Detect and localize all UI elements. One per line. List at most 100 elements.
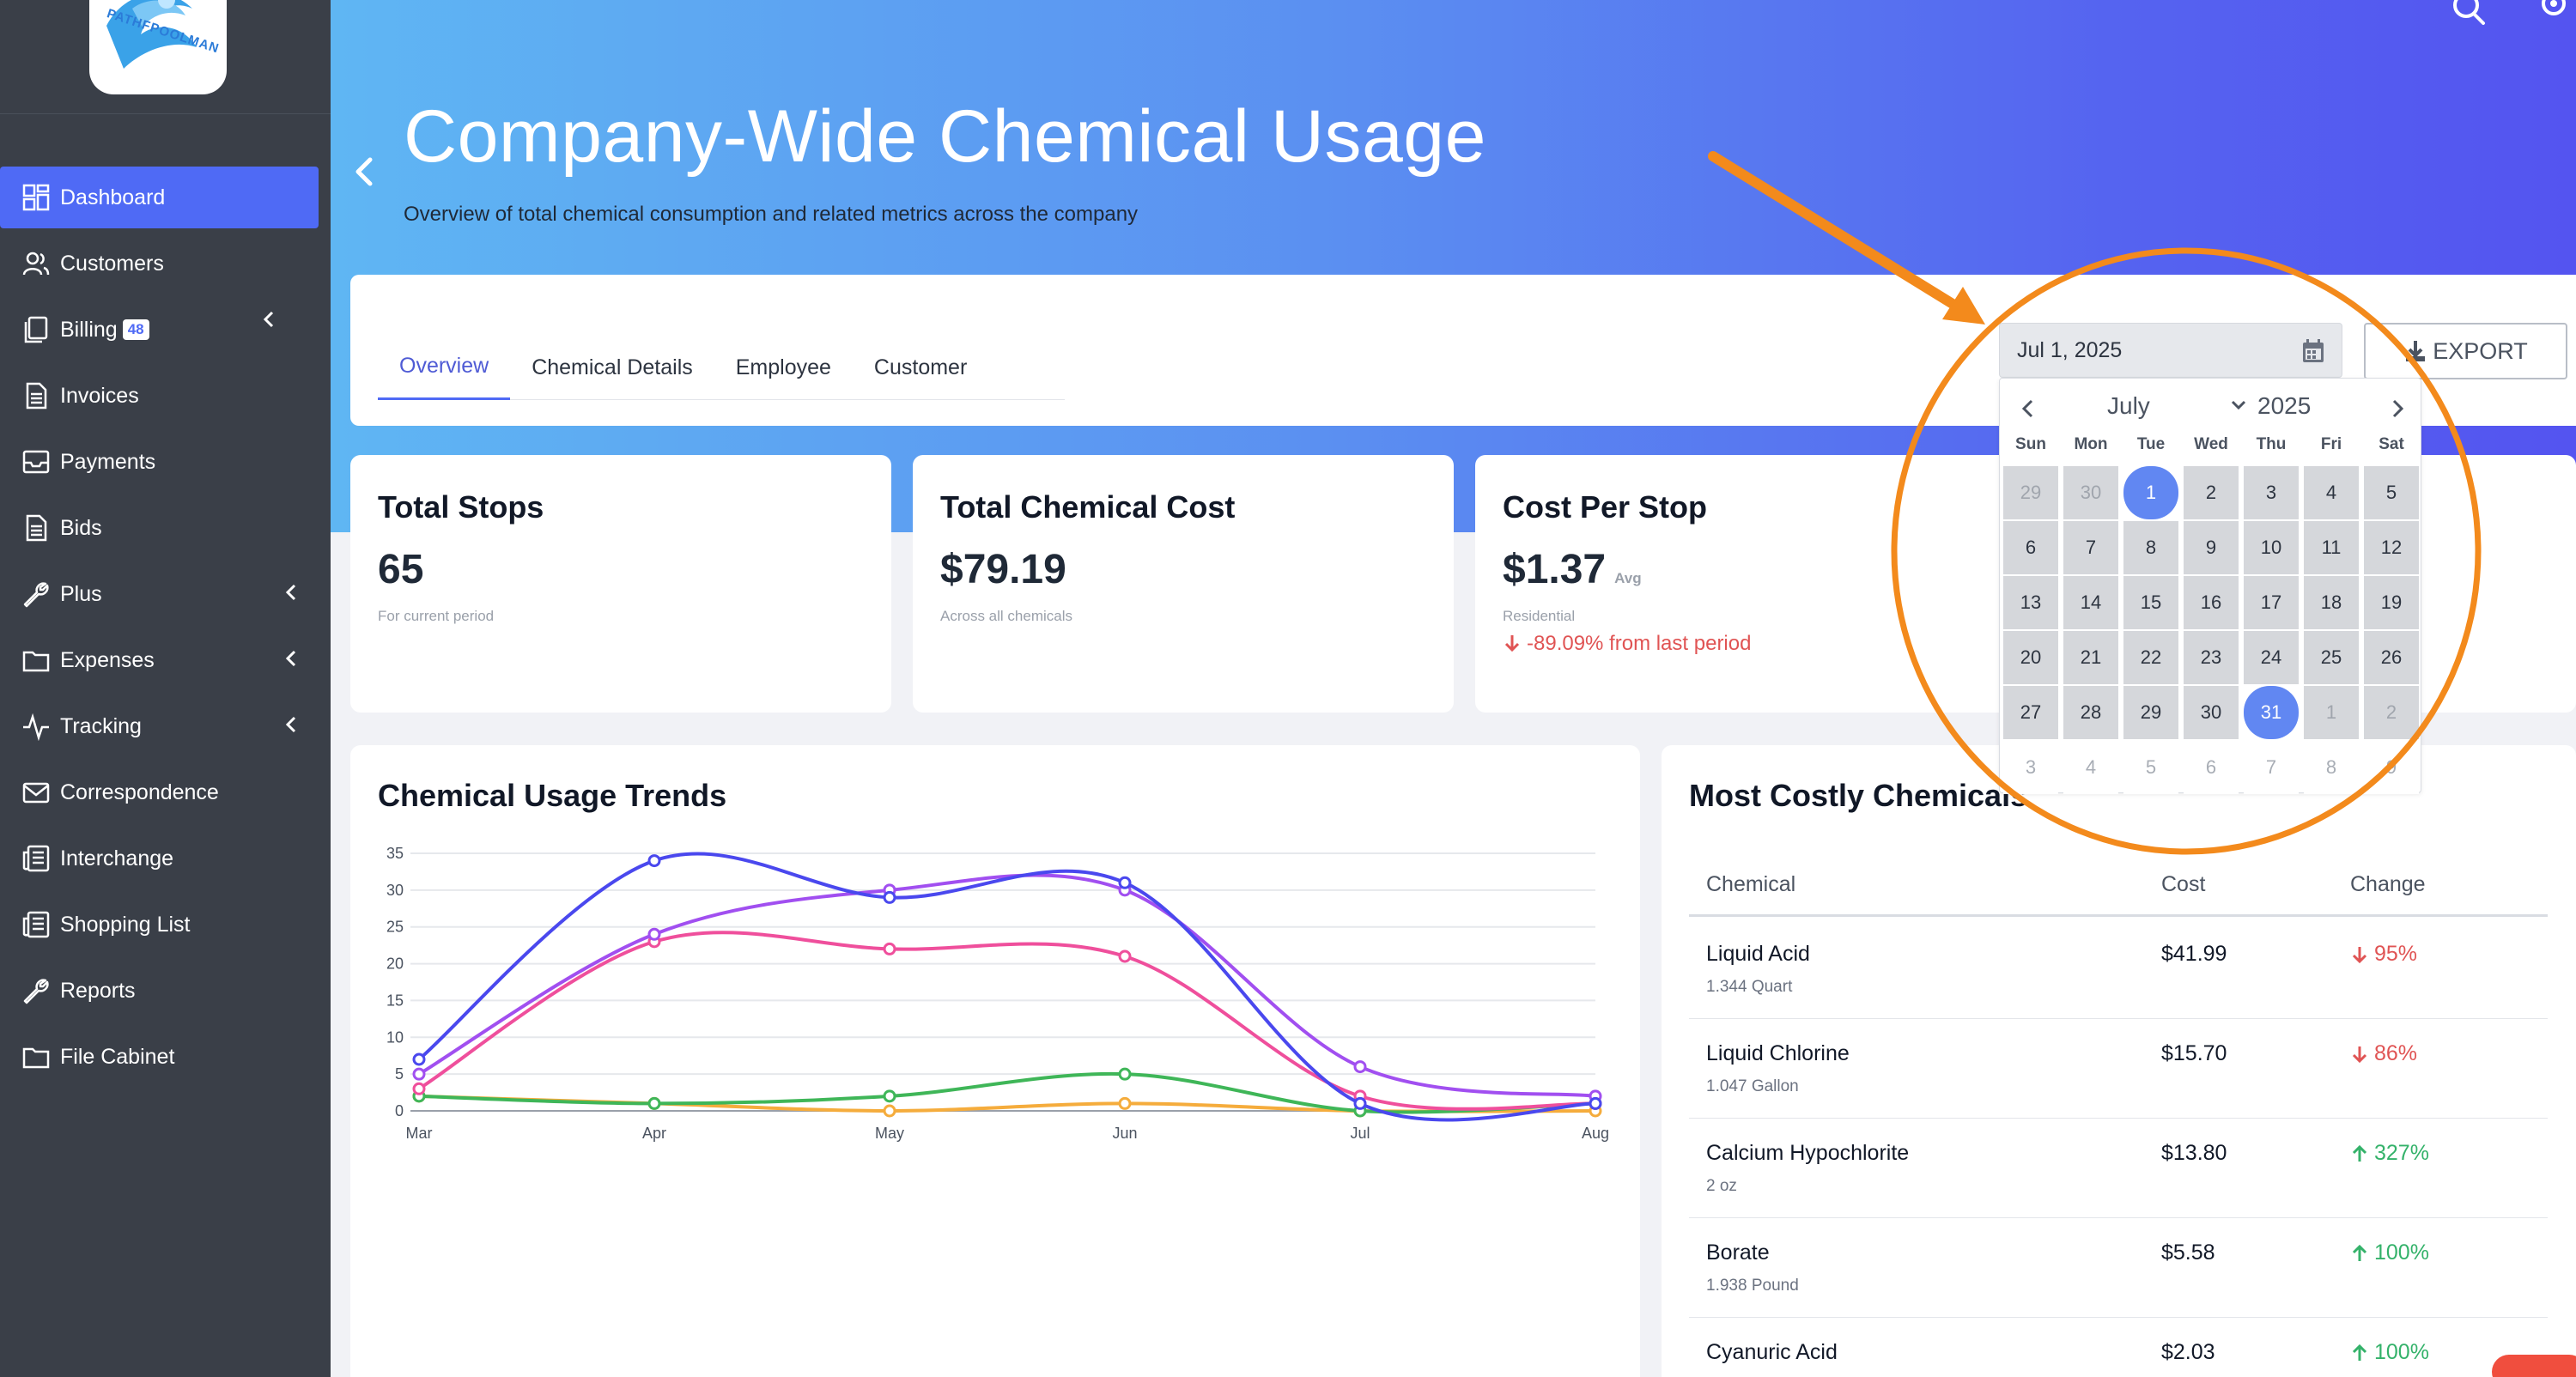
calendar-day[interactable]: 10: [2244, 521, 2299, 574]
calendar-day[interactable]: 3: [2244, 466, 2299, 519]
calendar-day[interactable]: 19: [2364, 576, 2419, 629]
calendar-day[interactable]: 29: [2123, 686, 2178, 739]
calendar-day[interactable]: 20: [2003, 631, 2058, 684]
tab-employee[interactable]: Employee: [735, 355, 831, 379]
table-row[interactable]: Borate 1.938 Pound $5.58 100%: [1689, 1218, 2548, 1318]
sidebar-item-payments[interactable]: Payments: [0, 431, 331, 493]
calendar-day[interactable]: 3: [2003, 741, 2058, 794]
tab-customer[interactable]: Customer: [873, 355, 968, 379]
chevron-left-icon[interactable]: [258, 309, 279, 330]
help-button[interactable]: [2492, 1355, 2576, 1377]
table-row[interactable]: Cyanuric Acid $2.03 100%: [1689, 1318, 2548, 1377]
data-point[interactable]: [1118, 949, 1132, 963]
calendar-day[interactable]: 8: [2304, 741, 2359, 794]
calendar-day[interactable]: 9: [2364, 741, 2419, 794]
sidebar-item-expenses[interactable]: Expenses: [0, 629, 331, 691]
calendar-day[interactable]: 2: [2364, 686, 2419, 739]
datepicker-year[interactable]: 2025: [2257, 392, 2312, 419]
calendar-day[interactable]: 18: [2304, 576, 2359, 629]
prev-month-icon[interactable]: [2019, 397, 2038, 420]
chevron-down-icon[interactable]: [2230, 399, 2247, 411]
calendar-day[interactable]: 26: [2364, 631, 2419, 684]
table-row[interactable]: Liquid Acid 1.344 Quart $41.99 95%: [1689, 919, 2548, 1019]
data-point[interactable]: [883, 890, 896, 904]
sidebar-item-plus[interactable]: Plus: [0, 563, 331, 625]
column-header-cost[interactable]: Cost: [2161, 872, 2206, 896]
chevron-left-icon[interactable]: [281, 714, 301, 735]
sidebar-item-reports[interactable]: Reports: [0, 960, 331, 1022]
calendar-day[interactable]: 8: [2123, 521, 2178, 574]
sidebar-item-dashboard[interactable]: Dashboard: [0, 167, 319, 228]
column-header-change[interactable]: Change: [2350, 872, 2426, 896]
column-header-chemical[interactable]: Chemical: [1706, 872, 1796, 896]
calendar-day[interactable]: 17: [2244, 576, 2299, 629]
next-month-icon[interactable]: [2388, 397, 2407, 420]
data-point[interactable]: [412, 1067, 426, 1081]
data-point[interactable]: [1118, 876, 1132, 889]
data-point[interactable]: [883, 1104, 896, 1118]
calendar-day[interactable]: 6: [2184, 741, 2239, 794]
calendar-day[interactable]: 29: [2003, 466, 2058, 519]
data-point[interactable]: [412, 1082, 426, 1095]
calendar-day[interactable]: 5: [2123, 741, 2178, 794]
calendar-day[interactable]: 2: [2184, 466, 2239, 519]
calendar-day[interactable]: 5: [2364, 466, 2419, 519]
calendar-day[interactable]: 30: [2184, 686, 2239, 739]
calendar-day[interactable]: 23: [2184, 631, 2239, 684]
calendar-day[interactable]: 1: [2123, 466, 2178, 519]
calendar-day[interactable]: 1: [2304, 686, 2359, 739]
tab-overview[interactable]: Overview: [378, 335, 511, 400]
sidebar-item-invoices[interactable]: Invoices: [0, 365, 331, 427]
data-point[interactable]: [1353, 1096, 1367, 1110]
calendar-icon[interactable]: [2302, 339, 2324, 363]
calendar-day[interactable]: 22: [2123, 631, 2178, 684]
calendar-day[interactable]: 25: [2304, 631, 2359, 684]
sidebar-item-correspondence[interactable]: Correspondence: [0, 761, 331, 823]
datepicker-month-select[interactable]: July: [2107, 392, 2150, 419]
calendar-day[interactable]: 11: [2304, 521, 2359, 574]
sidebar-item-file-cabinet[interactable]: File Cabinet: [0, 1026, 331, 1088]
calendar-day[interactable]: 13: [2003, 576, 2058, 629]
chevron-left-icon[interactable]: [281, 648, 301, 669]
data-point[interactable]: [883, 1089, 896, 1103]
calendar-day[interactable]: 14: [2063, 576, 2118, 629]
calendar-day[interactable]: 21: [2063, 631, 2118, 684]
table-row[interactable]: Liquid Chlorine 1.047 Gallon $15.70 86%: [1689, 1019, 2548, 1119]
calendar-day[interactable]: 16: [2184, 576, 2239, 629]
calendar-day[interactable]: 28: [2063, 686, 2118, 739]
data-point[interactable]: [647, 854, 661, 868]
calendar-day[interactable]: 15: [2123, 576, 2178, 629]
data-point[interactable]: [647, 1096, 661, 1110]
data-point[interactable]: [647, 927, 661, 941]
calendar-day[interactable]: 4: [2304, 466, 2359, 519]
sidebar-item-tracking[interactable]: Tracking: [0, 695, 331, 757]
sidebar-item-interchange[interactable]: Interchange: [0, 828, 331, 889]
back-chevron-icon[interactable]: [348, 155, 379, 189]
search-icon[interactable]: [2449, 0, 2487, 31]
sidebar-item-billing[interactable]: Billing 48: [0, 299, 331, 361]
calendar-day[interactable]: 6: [2003, 521, 2058, 574]
company-logo[interactable]: PATHFPOOLMAN: [89, 0, 227, 94]
calendar-day[interactable]: 4: [2063, 741, 2118, 794]
calendar-day[interactable]: 27: [2003, 686, 2058, 739]
data-point[interactable]: [412, 1052, 426, 1066]
calendar-day[interactable]: 24: [2244, 631, 2299, 684]
calendar-day[interactable]: 30: [2063, 466, 2118, 519]
sidebar-item-shopping-list[interactable]: Shopping List: [0, 894, 331, 955]
chevron-left-icon[interactable]: [281, 582, 301, 603]
calendar-day[interactable]: 12: [2364, 521, 2419, 574]
calendar-day[interactable]: 7: [2244, 741, 2299, 794]
data-point[interactable]: [1118, 1067, 1132, 1081]
table-row[interactable]: Calcium Hypochlorite 2 oz $13.80 327%: [1689, 1119, 2548, 1218]
calendar-day[interactable]: 9: [2184, 521, 2239, 574]
sidebar-item-customers[interactable]: Customers: [0, 233, 331, 294]
data-point[interactable]: [1118, 1096, 1132, 1110]
sidebar-item-bids[interactable]: Bids: [0, 497, 331, 559]
gear-icon[interactable]: [2533, 0, 2571, 31]
date-range-input[interactable]: Jul 1, 2025: [1999, 323, 2342, 378]
calendar-day[interactable]: 31: [2244, 686, 2299, 739]
calendar-day[interactable]: 7: [2063, 521, 2118, 574]
data-point[interactable]: [1589, 1096, 1602, 1110]
data-point[interactable]: [1353, 1060, 1367, 1074]
export-button[interactable]: EXPORT: [2364, 323, 2567, 379]
